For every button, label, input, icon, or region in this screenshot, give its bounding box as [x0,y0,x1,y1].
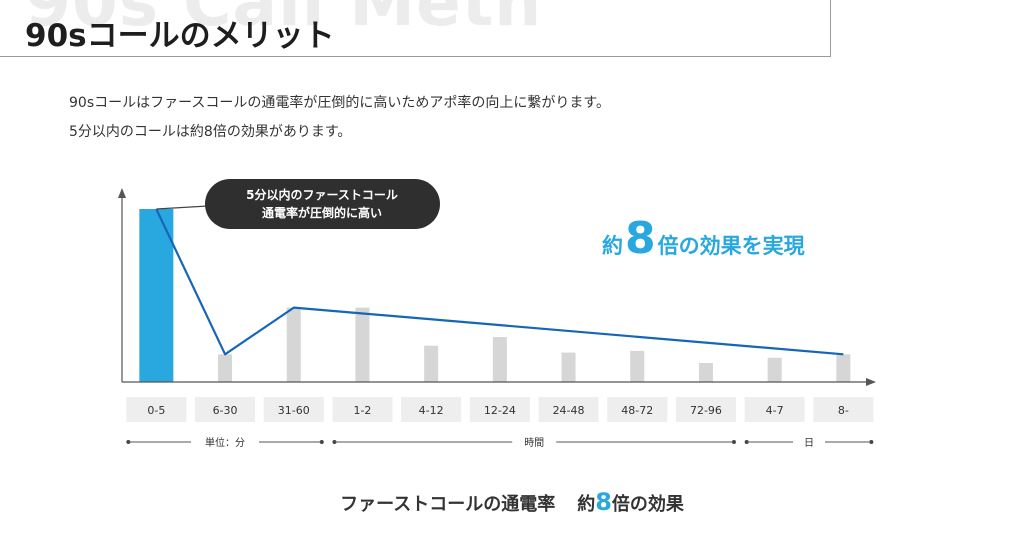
tick-box-72-96 [675,397,736,422]
tick-label-6-30: 6-30 [213,404,238,417]
unit-group-label-1: 時間 [524,437,544,449]
title-box: 90s Call Meth 90sコールのメリット [0,0,831,57]
x-axis-arrow [866,378,876,386]
y-axis-arrow [118,188,126,198]
bar-6-30 [218,354,233,382]
title-watermark: 90s Call Meth [25,0,543,41]
bar-1-2 [355,307,370,382]
footer-suffix: 倍の効果 [611,494,684,515]
description-line-1: 90sコールはファースコールの通電率が圧倒的に高いためアポ率の向上に繋がります。 [69,95,611,111]
unit-group-label-2: 日 [804,438,814,449]
bar-24-48 [561,352,576,382]
footer-left-text: ファーストコールの通電率 [340,494,556,515]
bar-31-60 [286,307,301,382]
tick-box-24-48 [538,397,599,422]
bar-8- [836,354,851,382]
callout-pointer [156,205,209,210]
tick-label-12-24: 12-24 [484,404,516,417]
tick-label-4-12: 4-12 [419,404,444,417]
tick-label-48-72: 48-72 [621,404,653,417]
tick-label-72-96: 72-96 [690,404,722,417]
tick-box-4-12 [401,397,462,422]
headline: 約8倍の効果を実現 [602,213,805,264]
trend-line [155,208,844,356]
bar-4-7 [767,357,782,382]
tick-box-1-2 [332,397,393,422]
tick-label-8-: 8- [838,404,849,417]
bar-0-5 [139,209,174,382]
tick-box-12-24 [469,397,530,422]
tick-box-31-60 [263,397,324,422]
bar-4-12 [424,345,439,382]
tick-label-4-7: 4-7 [766,404,784,417]
callout-bubble [205,179,440,229]
callout-line-1: 5分以内のファーストコール [246,187,398,202]
unit-group-label-0: 単位：分 [205,436,245,449]
tick-box-4-7 [744,397,805,422]
footer-number: 8 [595,488,612,516]
tick-box-48-72 [607,397,668,422]
tick-label-24-48: 24-48 [553,404,585,417]
page-title: 90sコールのメリット [25,18,335,54]
tick-box-6-30 [195,397,256,422]
tick-box-8- [813,397,874,422]
chart: 0-5 6-30 31-60 1-2 4-12 12-24 24-48 48-72 72-96 4… [118,179,876,449]
footer-prefix: 約 [577,494,596,515]
tick-box-0-5 [126,397,187,422]
bar-12-24 [492,337,507,382]
tick-label-0-5: 0-5 [147,404,165,417]
bar-72-96 [698,362,713,382]
callout-line-2: 通電率が圧倒的に高い [262,205,382,220]
tick-label-1-2: 1-2 [353,404,371,417]
tick-label-31-60: 31-60 [278,404,310,417]
bar-48-72 [630,350,645,382]
footer-caption: ファーストコールの通電率 約8倍の効果 [0,488,1024,516]
description-line-2: 5分以内のコールは約8倍の効果があります。 [69,124,352,140]
